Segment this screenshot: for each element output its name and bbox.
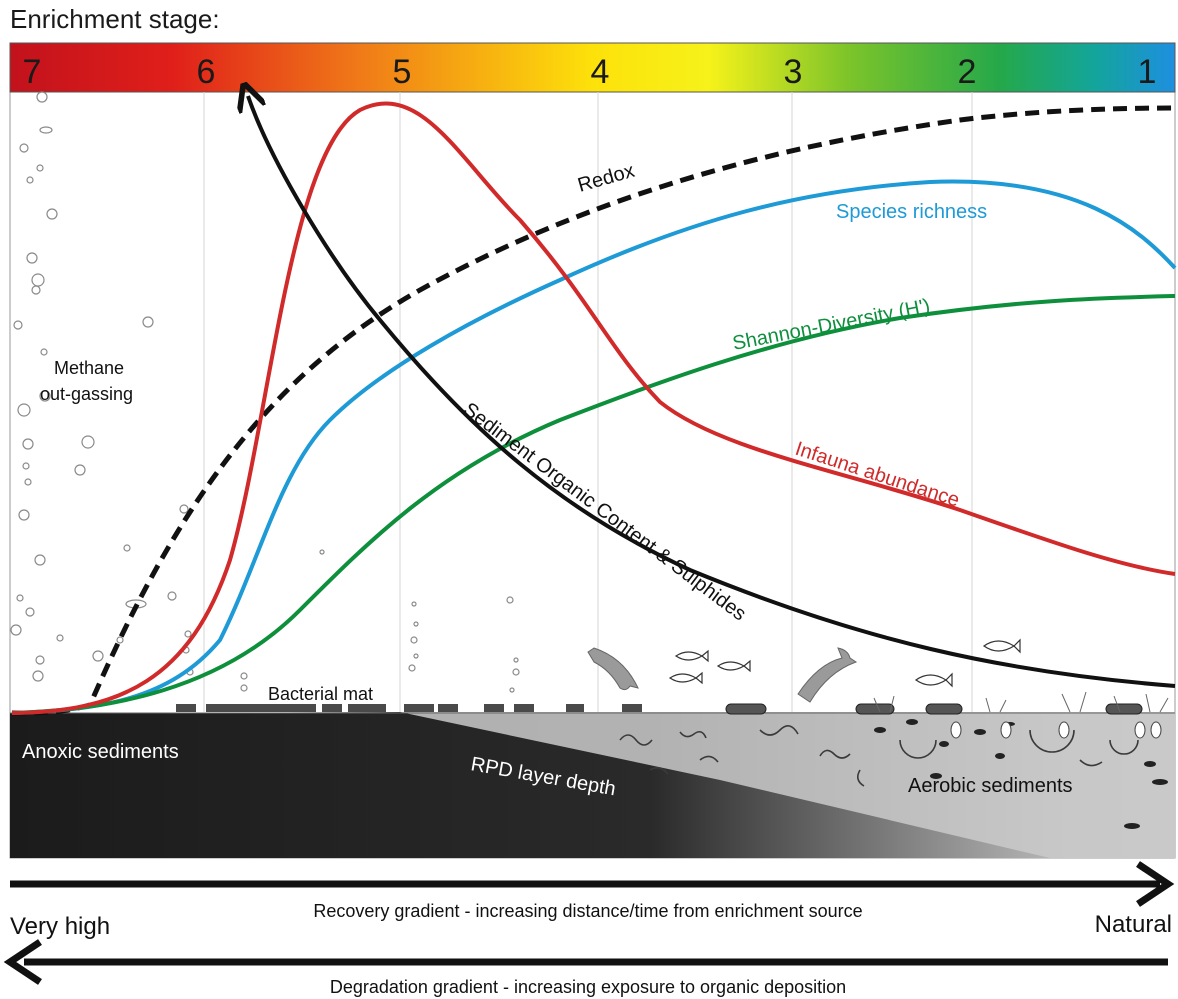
stage-color-bar: [9, 42, 1176, 93]
organic-content-label: Sediment Organic Content & Sulphides: [459, 398, 750, 625]
stage-label: 2: [958, 53, 977, 91]
shannon-diversity-label: Shannon-Diversity (H'): [731, 295, 932, 355]
stage-label: 4: [591, 53, 610, 91]
infauna-abundance-curve: [11, 101, 1176, 715]
methane-label-line1: Methane: [54, 358, 124, 378]
infauna-burrows: [619, 725, 1139, 787]
shannon-diversity-curve: [11, 294, 1176, 715]
redox-curve: [11, 105, 1176, 716]
stage-label: 1: [1138, 53, 1157, 91]
degradation-arrowhead: [3, 939, 42, 985]
natural-label: Natural: [1095, 911, 1172, 938]
enrichment-stage-title: Enrichment stage:: [10, 4, 220, 34]
recovery-arrowhead: [1136, 861, 1175, 907]
small-fish: [668, 638, 1021, 688]
bacterial-mat: [176, 704, 642, 712]
infauna-organisms: [874, 719, 1168, 829]
very-high-label: Very high: [10, 913, 110, 940]
aerobic-sediments-label: Aerobic sediments: [908, 775, 1073, 797]
methane-label-line2: out-gassing: [40, 384, 133, 404]
degradation-gradient-label: Degradation gradient - increasing exposu…: [330, 977, 846, 997]
species-richness-curve: [11, 179, 1177, 715]
stage-labels: 7 6 5 4 3 2 1: [23, 53, 1157, 91]
aerobic-zone: [400, 712, 1175, 858]
methane-bubbles: [10, 91, 520, 693]
recovery-gradient-label: Recovery gradient - increasing distance/…: [313, 901, 862, 921]
infauna-abundance-label: Infauna abundance: [792, 438, 962, 512]
fish-group: [587, 647, 858, 703]
anoxic-sediments-label: Anoxic sediments: [22, 741, 179, 763]
stage-label: 3: [784, 53, 803, 91]
stage-label: 6: [197, 53, 216, 91]
redox-label: Redox: [575, 160, 637, 197]
stage-label: 7: [23, 53, 42, 91]
bacterial-mat-label: Bacterial mat: [268, 684, 373, 704]
surface-tubes: [725, 703, 1143, 715]
stage-label: 5: [393, 53, 412, 91]
epifauna: [873, 691, 1169, 713]
organic-content-curve: [248, 96, 1176, 688]
shell-organisms: [950, 721, 1162, 739]
species-richness-label: Species richness: [836, 201, 987, 223]
